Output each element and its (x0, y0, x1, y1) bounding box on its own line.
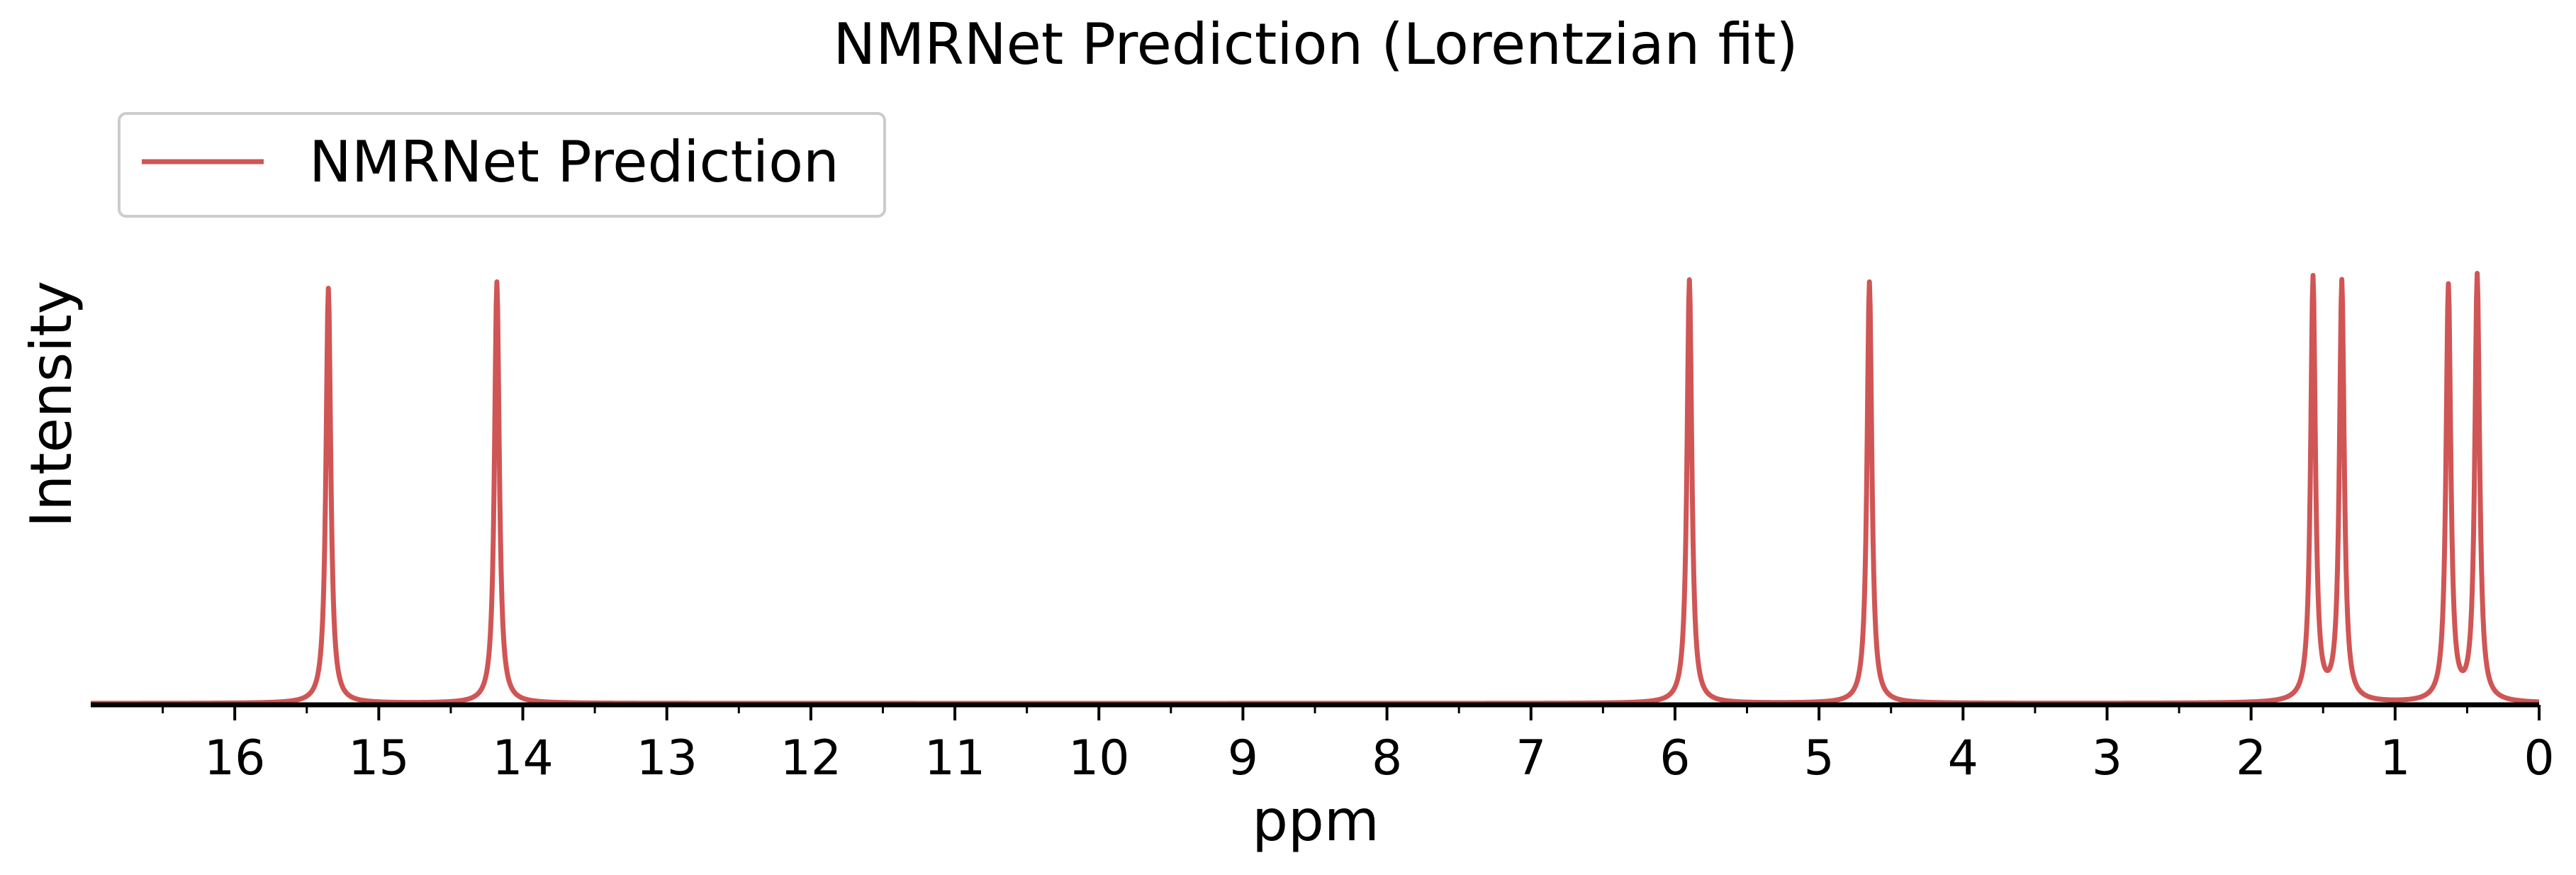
x-tick-label-8: 8 (1372, 730, 1402, 786)
x-tick-label-15: 15 (348, 730, 410, 786)
peak-point-1 (326, 286, 330, 291)
legend-label-nmrnet-prediction: NMRNet Prediction (309, 129, 839, 195)
peak-point-7 (2446, 286, 2451, 291)
x-tick-label-0: 0 (2524, 730, 2554, 786)
chart-title: NMRNet Prediction (Lorentzian fit) (833, 11, 1798, 77)
legend-box (118, 112, 886, 218)
x-tick-label-9: 9 (1228, 730, 1258, 786)
plot-area (89, 271, 2541, 706)
x-tick-label-6: 6 (1659, 730, 1690, 786)
x-tick-label-2: 2 (2236, 730, 2266, 786)
peak-point-2 (495, 280, 499, 284)
y-axis-label: Intensity (18, 281, 84, 528)
x-axis-label: ppm (1252, 788, 1379, 854)
peak-point-6 (2340, 282, 2344, 286)
x-tick-label-5: 5 (1803, 730, 1834, 786)
x-tick-label-4: 4 (1948, 730, 1978, 786)
legend: NMRNet Prediction (118, 112, 886, 218)
x-tick-label-16: 16 (204, 730, 266, 786)
x-axis-ticks: 16 15 14 13 12 11 10 9 8 7 6 5 4 3 2 1 0 (162, 705, 2555, 786)
x-tick-label-14: 14 (492, 730, 554, 786)
peak-point-5 (2311, 278, 2315, 282)
peak-point-3 (1687, 278, 1691, 282)
series-line-nmrnet-prediction (89, 271, 2541, 706)
x-tick-label-13: 13 (636, 730, 698, 786)
x-tick-label-1: 1 (2380, 730, 2410, 786)
x-tick-label-3: 3 (2092, 730, 2122, 786)
peak-markers (326, 276, 2479, 291)
x-tick-label-10: 10 (1068, 730, 1130, 786)
x-tick-label-12: 12 (780, 730, 842, 786)
x-tick-label-7: 7 (1516, 730, 1546, 786)
peak-point-4 (1867, 280, 1871, 284)
peak-point-8 (2475, 276, 2480, 280)
x-tick-label-11: 11 (924, 730, 986, 786)
